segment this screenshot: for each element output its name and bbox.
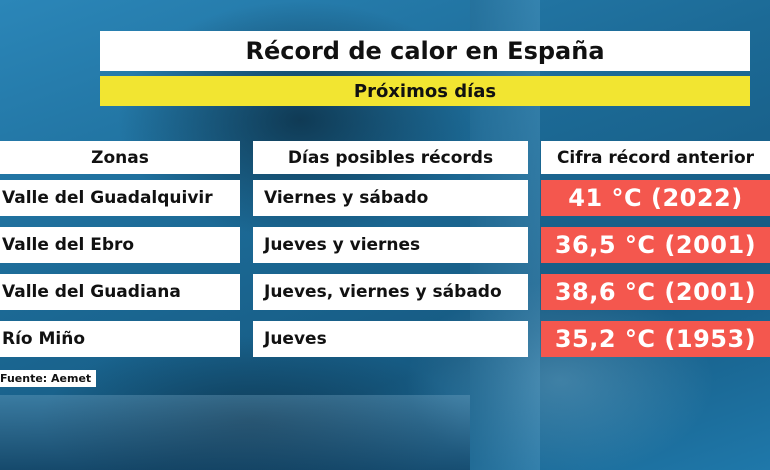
graphic-subtitle: Próximos días bbox=[100, 76, 750, 106]
source-label: Fuente: Aemet bbox=[0, 370, 97, 387]
header-zones: Zonas bbox=[0, 141, 240, 174]
row-days: Jueves bbox=[253, 321, 528, 357]
header-days: Días posibles récords bbox=[253, 141, 528, 174]
background-fountain-slab bbox=[0, 395, 470, 470]
row-record: 41 °C (2022) bbox=[541, 180, 770, 216]
row-zone: Valle del Guadiana bbox=[0, 274, 240, 310]
row-days: Jueves, viernes y sábado bbox=[253, 274, 528, 310]
row-days: Jueves y viernes bbox=[253, 227, 528, 263]
row-record: 35,2 °C (1953) bbox=[541, 321, 770, 357]
row-zone: Valle del Guadalquivir bbox=[0, 180, 240, 216]
header-record: Cifra récord anterior bbox=[541, 141, 770, 174]
graphic-title: Récord de calor en España bbox=[100, 31, 750, 71]
row-record: 38,6 °C (2001) bbox=[541, 274, 770, 310]
row-zone: Valle del Ebro bbox=[0, 227, 240, 263]
row-days: Viernes y sábado bbox=[253, 180, 528, 216]
row-zone: Río Miño bbox=[0, 321, 240, 357]
row-record: 36,5 °C (2001) bbox=[541, 227, 770, 263]
